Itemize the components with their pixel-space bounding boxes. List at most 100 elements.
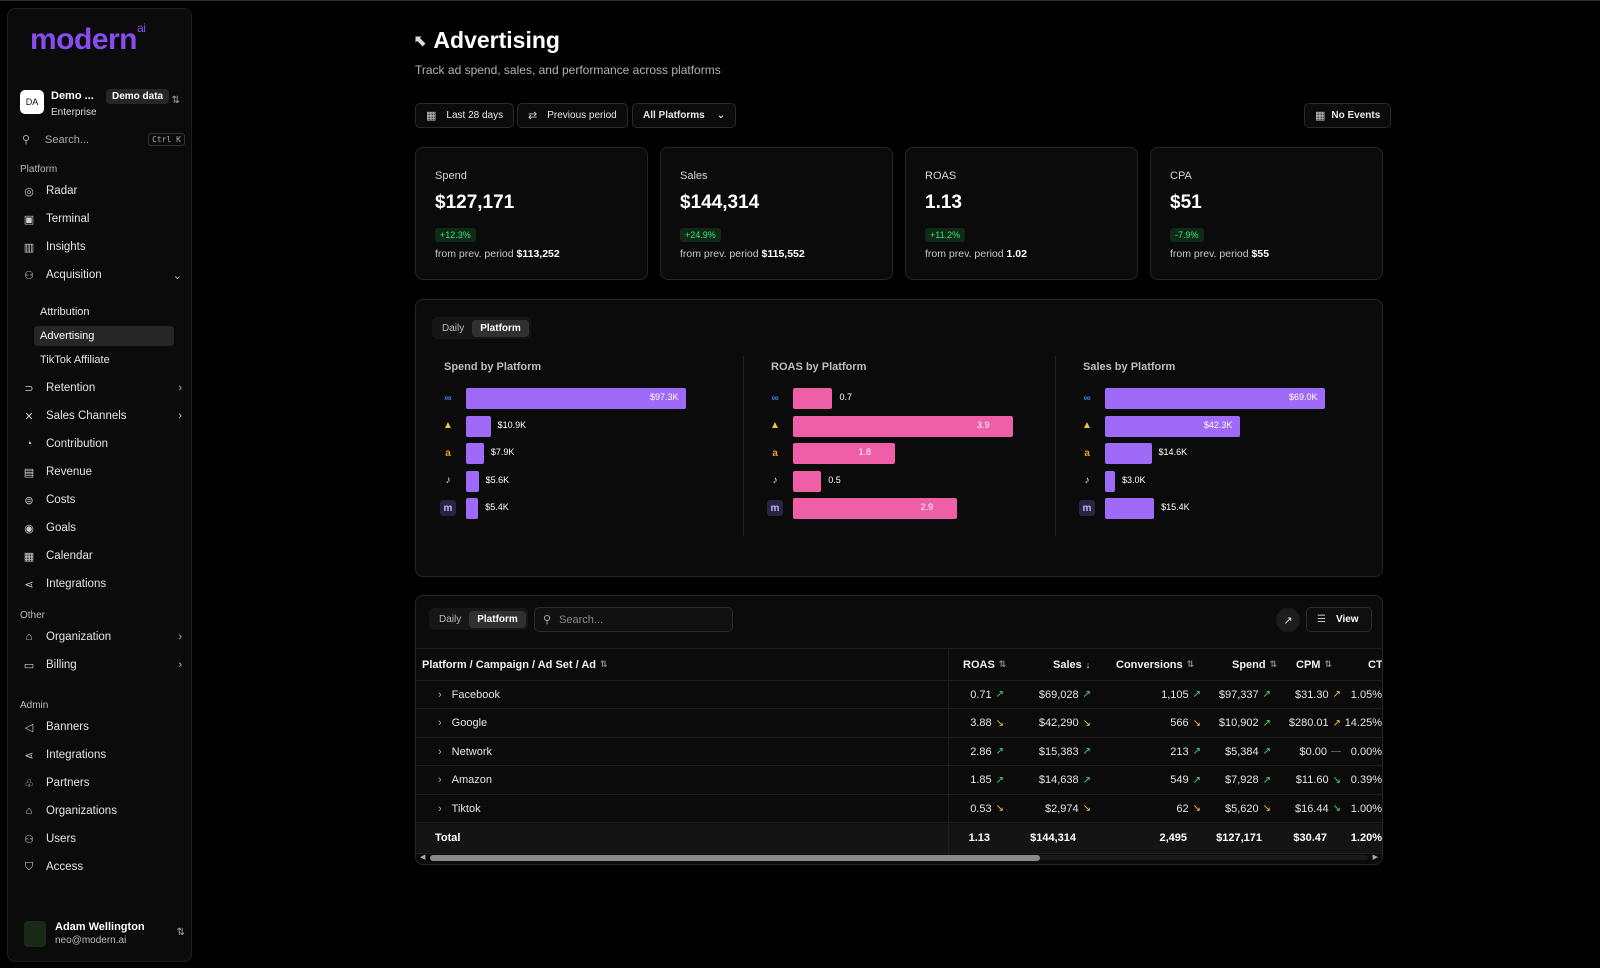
trend-up-icon: ↗ xyxy=(1082,689,1091,700)
column-header-conversions[interactable]: Conversions ⇅ xyxy=(1116,658,1195,671)
chart-bar[interactable] xyxy=(466,498,479,519)
sidebar-item-calendar[interactable]: ▦ Calendar xyxy=(20,545,188,567)
cell-conversions: 213 ↗ xyxy=(1170,745,1201,758)
chevron-right-icon[interactable]: › xyxy=(438,717,442,729)
trend-up-icon: ↗ xyxy=(995,746,1004,757)
sidebar-item-advertising[interactable]: Advertising xyxy=(34,326,174,346)
table-row[interactable]: › Amazon 1.85 ↗ $14,638 ↗ 549 ↗ $7,928 ↗ $11.60 ↘ 0.… xyxy=(416,767,1382,795)
sidebar-item-billing[interactable]: ▭ Billing › xyxy=(20,654,188,676)
tab-platform[interactable]: Platform xyxy=(469,610,526,628)
sort-icon: ⇅ xyxy=(599,659,608,669)
chevron-right-icon[interactable]: › xyxy=(438,688,442,701)
chart-bar[interactable] xyxy=(466,470,479,492)
horizontal-scrollbar[interactable]: ◀ ▶ xyxy=(420,853,1378,861)
table-row[interactable]: › Facebook 0.71 ↗ $69,028 ↗ 1,105 ↗ $97,337 ↗ $31.… xyxy=(416,681,1382,709)
sidebar-item-radar[interactable]: ◎ Radar xyxy=(20,180,188,202)
row-name[interactable]: › Facebook xyxy=(438,688,500,701)
cell-ctr: 14.25% xyxy=(1344,717,1382,729)
chart-bar[interactable] xyxy=(793,470,822,492)
sidebar-search[interactable]: ⚲ Search... Ctrl K xyxy=(20,132,188,150)
kpi-card-roas: ROAS 1.13 +11.2% from prev. period 1.02 xyxy=(905,147,1138,280)
charts-panel: Daily Platform Spend by Platform ∞ $97.3K ▲… xyxy=(415,299,1383,577)
chart-bar[interactable] xyxy=(1105,388,1325,409)
bar-chart-icon: ▥ xyxy=(23,241,35,254)
sidebar-item-organizations[interactable]: ⌂ Organizations xyxy=(20,800,188,822)
section-label-other: Other xyxy=(20,610,46,621)
sidebar-item-terminal[interactable]: ▣ Terminal xyxy=(20,208,188,230)
sidebar-item-acquisition[interactable]: ⚇ Acquisition ⌄ xyxy=(20,264,188,286)
view-button[interactable]: ☰ View xyxy=(1306,607,1372,632)
amazon-icon: a xyxy=(1084,447,1090,459)
sidebar-item-label: Goals xyxy=(46,522,77,534)
row-name[interactable]: › Amazon xyxy=(438,774,493,786)
column-header-sales[interactable]: Sales ↓ xyxy=(1053,658,1091,671)
table-search-input[interactable]: ⚲ Search... xyxy=(534,607,733,632)
total-roas: 1.13 xyxy=(968,832,990,844)
cell-spend: $97,337 ↗ xyxy=(1218,688,1271,701)
sidebar-item-label: Billing xyxy=(46,659,77,671)
sidebar-item-access[interactable]: ⛉ Access xyxy=(20,856,188,878)
scroll-left-icon[interactable]: ◀ xyxy=(420,854,426,861)
table-row[interactable]: › Network 2.86 ↗ $15,383 ↗ 213 ↗ $5,384 ↗ $0.00— 0.… xyxy=(416,738,1382,766)
tab-platform[interactable]: Platform xyxy=(472,319,529,337)
sidebar-item-integrations[interactable]: ⋖ Integrations xyxy=(20,573,188,595)
date-range-button[interactable]: ▦ Last 28 days xyxy=(415,103,515,128)
chart-bar[interactable] xyxy=(1105,443,1152,464)
table-row[interactable]: › Tiktok 0.53 ↘ $2,974 ↘ 62 ↘ $5,620 ↘ $16.44 ↘ 1.00… xyxy=(416,795,1382,823)
column-header-cpm[interactable]: CPM ⇅ xyxy=(1296,658,1332,671)
chart-bar[interactable] xyxy=(793,498,957,519)
chart-bar[interactable] xyxy=(793,388,833,409)
platform-select[interactable]: All Platforms ⌄ xyxy=(632,103,737,128)
sidebar-item-attribution[interactable]: Attribution xyxy=(40,306,90,318)
cell-spend: $7,928 ↗ xyxy=(1224,774,1271,786)
cell-sales: $2,974 ↘ xyxy=(1044,802,1091,815)
sidebar-item-retention[interactable]: ⊃ Retention › xyxy=(20,377,188,399)
sidebar-item-goals[interactable]: ◉ Goals xyxy=(20,517,188,539)
tab-daily[interactable]: Daily xyxy=(439,613,462,625)
avatar xyxy=(24,921,46,947)
chevron-right-icon[interactable]: › xyxy=(438,745,442,758)
sidebar-item-sales-channels[interactable]: ✕ Sales Channels › xyxy=(20,405,188,427)
sidebar-item-label: Revenue xyxy=(46,466,93,478)
tab-daily[interactable]: Daily xyxy=(442,322,465,334)
scrollbar-thumb[interactable] xyxy=(430,855,1040,861)
sidebar-item-organization[interactable]: ⌂ Organization › xyxy=(20,626,188,648)
sidebar-item-insights[interactable]: ▥ Insights xyxy=(20,236,188,258)
compare-button[interactable]: ⇄ Previous period xyxy=(517,103,628,128)
column-header-name[interactable]: Platform / Campaign / Ad Set / Ad ⇅ xyxy=(422,658,608,671)
sidebar-item-admin-integrations[interactable]: ⋖ Integrations xyxy=(20,744,188,766)
org-switcher[interactable]: DA Demo ... Demo data Enterprise ⇅ xyxy=(20,83,180,123)
sidebar-item-revenue[interactable]: ▤ Revenue xyxy=(20,461,188,483)
chart-bar[interactable] xyxy=(466,415,491,437)
chart-bar[interactable] xyxy=(793,443,895,464)
row-name[interactable]: › Network xyxy=(438,745,493,758)
sidebar-item-partners[interactable]: ♧ Partners xyxy=(20,772,188,794)
sidebar-item-users[interactable]: ⚇ Users xyxy=(20,828,188,850)
events-button[interactable]: ▦ No Events xyxy=(1304,103,1392,128)
chart-bar[interactable] xyxy=(466,443,484,464)
chart-bar[interactable] xyxy=(466,388,686,409)
chevron-right-icon[interactable]: › xyxy=(438,774,442,786)
trend-up-icon: ↗ xyxy=(1082,774,1091,786)
user-menu[interactable]: Adam Wellington neo@modern.ai ⇅ xyxy=(20,917,185,953)
sidebar-item-banners[interactable]: ◁ Banners xyxy=(20,716,188,738)
sidebar-item-tiktok-affiliate[interactable]: TikTok Affiliate xyxy=(40,354,110,366)
chart-bar[interactable] xyxy=(1105,470,1115,492)
table-row[interactable]: › Google 3.88 ↘ $42,290 ↘ 566 ↘ $10,902 ↗ $280.01 ↗… xyxy=(416,710,1382,738)
sidebar-item-contribution[interactable]: ◔ Contribution xyxy=(20,433,188,455)
chart-bar[interactable] xyxy=(793,415,1013,437)
scroll-right-icon[interactable]: ▶ xyxy=(1372,854,1378,861)
chart-bar[interactable] xyxy=(1105,415,1240,437)
trend-toggle-button[interactable]: ↗ xyxy=(1276,608,1300,632)
column-header-ctr[interactable]: CTR xyxy=(1368,658,1382,671)
chevron-right-icon[interactable]: › xyxy=(438,802,442,815)
row-name[interactable]: › Google xyxy=(438,717,488,729)
column-header-roas[interactable]: ROAS ⇅ xyxy=(963,658,1007,671)
chart-bar[interactable] xyxy=(1105,498,1155,519)
page-title: ⬉ Advertising xyxy=(414,27,560,53)
column-header-spend[interactable]: Spend ⇅ xyxy=(1232,658,1278,671)
user-name: Adam Wellington xyxy=(55,921,145,933)
sidebar-item-costs[interactable]: ⊜ Costs xyxy=(20,489,188,511)
logo[interactable]: modernai xyxy=(30,21,146,56)
row-name[interactable]: › Tiktok xyxy=(438,802,481,815)
